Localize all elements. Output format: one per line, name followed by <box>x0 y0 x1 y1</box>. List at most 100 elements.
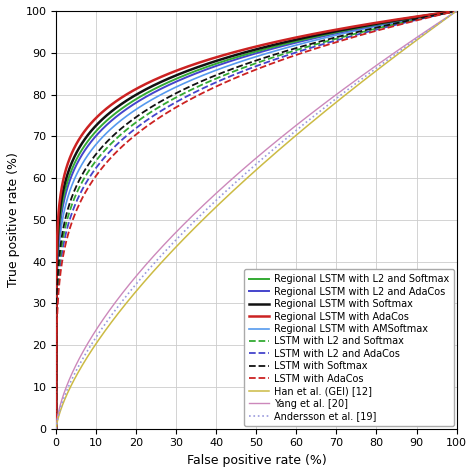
LSTM with Softmax <box>94 150 100 155</box>
Line: Regional LSTM with L2 and AdaCos: Regional LSTM with L2 and AdaCos <box>56 11 456 429</box>
Regional LSTM with Softmax <box>328 29 334 35</box>
Yang et al. [20] <box>54 426 59 432</box>
Regional LSTM with L2 and Softmax <box>54 426 59 432</box>
Regional LSTM with Softmax <box>215 57 221 63</box>
LSTM with L2 and AdaCos <box>94 164 100 169</box>
Yang et al. [20] <box>215 189 221 194</box>
Yang et al. [20] <box>373 63 378 69</box>
LSTM with L2 and Softmax <box>454 8 459 14</box>
LSTM with L2 and Softmax <box>365 27 371 33</box>
LSTM with AdaCos <box>94 172 100 177</box>
Regional LSTM with L2 and Softmax <box>230 55 236 61</box>
LSTM with L2 and Softmax <box>215 75 221 81</box>
Yang et al. [20] <box>328 96 334 101</box>
LSTM with Softmax <box>373 25 378 31</box>
Line: Regional LSTM with AMSoftmax: Regional LSTM with AMSoftmax <box>56 11 456 429</box>
Line: LSTM with L2 and AdaCos: LSTM with L2 and AdaCos <box>56 11 456 429</box>
Line: LSTM with Softmax: LSTM with Softmax <box>56 11 456 429</box>
LSTM with L2 and Softmax <box>373 26 378 32</box>
Han et al. (GEI) [12] <box>373 68 378 74</box>
Regional LSTM with L2 and AdaCos <box>215 63 221 68</box>
Regional LSTM with L2 and Softmax <box>373 22 378 27</box>
Regional LSTM with L2 and AdaCos <box>94 132 100 137</box>
LSTM with Softmax <box>365 27 371 32</box>
LSTM with L2 and Softmax <box>230 69 236 75</box>
Yang et al. [20] <box>230 176 236 182</box>
Regional LSTM with AMSoftmax <box>373 24 378 29</box>
Regional LSTM with L2 and Softmax <box>365 23 371 29</box>
LSTM with L2 and AdaCos <box>215 79 221 84</box>
Regional LSTM with L2 and AdaCos <box>54 426 59 432</box>
Regional LSTM with L2 and AdaCos <box>365 24 371 29</box>
Line: Yang et al. [20]: Yang et al. [20] <box>56 11 456 429</box>
Regional LSTM with AdaCos <box>373 20 378 26</box>
LSTM with Softmax <box>328 36 334 41</box>
LSTM with AdaCos <box>365 30 371 36</box>
Andersson et al. [19] <box>454 8 459 14</box>
LSTM with L2 and AdaCos <box>230 73 236 78</box>
LSTM with L2 and Softmax <box>54 426 59 432</box>
Regional LSTM with AdaCos <box>454 8 459 14</box>
Andersson et al. [19] <box>54 426 59 432</box>
Andersson et al. [19] <box>94 333 100 338</box>
Regional LSTM with AdaCos <box>54 426 59 432</box>
Line: LSTM with AdaCos: LSTM with AdaCos <box>56 11 456 429</box>
Regional LSTM with AMSoftmax <box>365 25 371 31</box>
Regional LSTM with L2 and AdaCos <box>454 8 459 14</box>
LSTM with L2 and AdaCos <box>454 8 459 14</box>
Yang et al. [20] <box>365 68 371 74</box>
LSTM with L2 and AdaCos <box>328 39 334 45</box>
Han et al. (GEI) [12] <box>365 74 371 80</box>
LSTM with AdaCos <box>230 76 236 82</box>
Regional LSTM with Softmax <box>94 122 100 128</box>
Line: Regional LSTM with L2 and Softmax: Regional LSTM with L2 and Softmax <box>56 11 456 429</box>
LSTM with AdaCos <box>215 83 221 89</box>
Han et al. (GEI) [12] <box>328 103 334 109</box>
Yang et al. [20] <box>454 8 459 14</box>
Andersson et al. [19] <box>230 182 236 188</box>
LSTM with AdaCos <box>54 426 59 432</box>
Regional LSTM with Softmax <box>454 8 459 14</box>
Regional LSTM with L2 and Softmax <box>94 127 100 133</box>
Regional LSTM with AMSoftmax <box>328 34 334 39</box>
Regional LSTM with AdaCos <box>230 50 236 55</box>
LSTM with Softmax <box>215 72 221 77</box>
LSTM with L2 and AdaCos <box>54 426 59 432</box>
Regional LSTM with L2 and Softmax <box>328 30 334 36</box>
Regional LSTM with AMSoftmax <box>54 426 59 432</box>
Regional LSTM with AdaCos <box>94 114 100 120</box>
Yang et al. [20] <box>94 326 100 331</box>
Andersson et al. [19] <box>215 196 221 201</box>
LSTM with L2 and AdaCos <box>365 29 371 35</box>
Regional LSTM with Softmax <box>230 53 236 59</box>
Andersson et al. [19] <box>328 100 334 105</box>
X-axis label: False positive rate (%): False positive rate (%) <box>186 454 326 467</box>
Regional LSTM with Softmax <box>365 22 371 28</box>
Regional LSTM with Softmax <box>373 21 378 27</box>
Han et al. (GEI) [12] <box>230 189 236 194</box>
Regional LSTM with Softmax <box>54 426 59 432</box>
Han et al. (GEI) [12] <box>54 426 59 432</box>
Regional LSTM with AMSoftmax <box>94 140 100 146</box>
Line: LSTM with L2 and Softmax: LSTM with L2 and Softmax <box>56 11 456 429</box>
LSTM with AdaCos <box>373 28 378 34</box>
Regional LSTM with AMSoftmax <box>454 8 459 14</box>
Regional LSTM with AMSoftmax <box>230 62 236 67</box>
Regional LSTM with AdaCos <box>328 28 334 34</box>
LSTM with Softmax <box>54 426 59 432</box>
Regional LSTM with AMSoftmax <box>215 67 221 73</box>
Y-axis label: True positive rate (%): True positive rate (%) <box>7 153 20 287</box>
Regional LSTM with L2 and Softmax <box>454 8 459 14</box>
LSTM with L2 and AdaCos <box>373 27 378 33</box>
LSTM with AdaCos <box>454 8 459 14</box>
Andersson et al. [19] <box>373 66 378 72</box>
LSTM with L2 and Softmax <box>94 156 100 162</box>
Legend: Regional LSTM with L2 and Softmax, Regional LSTM with L2 and AdaCos, Regional LS: Regional LSTM with L2 and Softmax, Regio… <box>245 269 454 426</box>
Line: Han et al. (GEI) [12]: Han et al. (GEI) [12] <box>56 11 456 429</box>
Regional LSTM with AdaCos <box>365 21 371 27</box>
Han et al. (GEI) [12] <box>215 202 221 208</box>
Line: Regional LSTM with AdaCos: Regional LSTM with AdaCos <box>56 11 456 429</box>
LSTM with AdaCos <box>328 41 334 46</box>
Line: Regional LSTM with Softmax: Regional LSTM with Softmax <box>56 11 456 429</box>
LSTM with L2 and Softmax <box>328 37 334 43</box>
